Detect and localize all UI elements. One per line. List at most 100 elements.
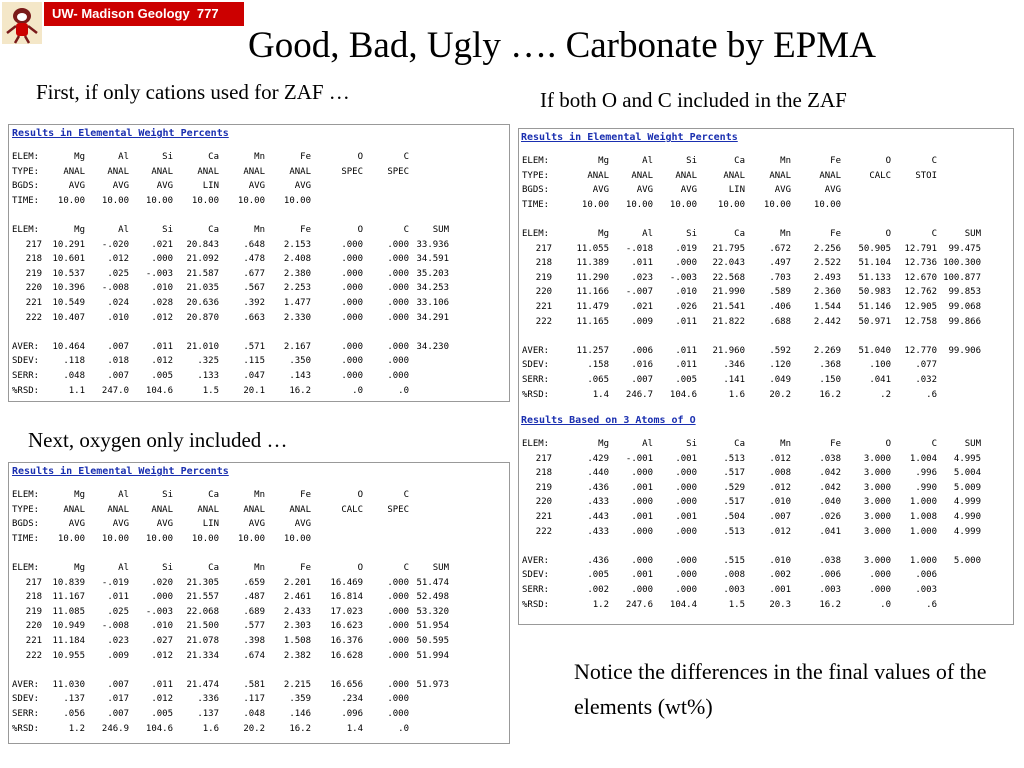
table-cell: TYPE: [522, 170, 550, 181]
table-cell: ANAL [63, 166, 85, 177]
table-cell: 2.493 [813, 272, 841, 283]
table-cell: BGDS: [522, 185, 550, 196]
table-cell: Fe [300, 225, 311, 235]
table-cell: 51.133 [858, 272, 891, 283]
table-cell: .990 [915, 482, 937, 493]
table-cell: ANAL [631, 170, 653, 181]
table-cell: .000 [387, 592, 409, 603]
table-cell: .056 [63, 709, 85, 719]
table-cell: ANAL [819, 170, 841, 181]
results-panel-oxygen-only: Results in Elemental Weight Percents ELEM… [8, 462, 510, 744]
table-cell: .6 [926, 599, 937, 610]
table-cell: ELEM: [12, 490, 40, 500]
table-cell: AVER: [522, 555, 550, 566]
table-cell: 2.167 [283, 341, 311, 352]
table-cell: .663 [243, 312, 265, 323]
table-cell: 10.00 [717, 199, 745, 210]
table-cell: .000 [341, 312, 363, 323]
table-cell: .011 [675, 316, 697, 327]
table-cell: AVG [156, 181, 173, 192]
table-cell: AVG [112, 519, 129, 530]
table-cell: .143 [289, 371, 311, 381]
table-cell: 16.376 [330, 636, 363, 646]
table-cell: 11.290 [576, 272, 609, 283]
table-cell: 99.475 [948, 243, 981, 254]
table-cell: 100.877 [943, 272, 981, 283]
table-cell: 221 [535, 512, 553, 522]
table-cell: .433 [587, 497, 609, 508]
table-cell: 16.2 [819, 389, 841, 400]
table-cell: .000 [675, 258, 697, 269]
table-cell: 247.6 [625, 599, 653, 610]
table-cell: Si [162, 563, 173, 573]
table-cell: .000 [341, 268, 363, 279]
table-cell: .000 [387, 341, 409, 352]
table-cell: 3.000 [863, 555, 891, 566]
table-cell: .688 [769, 316, 791, 327]
table-cell: 99.906 [948, 345, 981, 356]
table-cell: .016 [631, 360, 653, 371]
table-cell: 21.035 [186, 283, 219, 294]
table-cell: .513 [723, 526, 745, 537]
table-cell: 51.040 [858, 345, 891, 356]
table-cell: Mn [780, 156, 791, 166]
table-cell: .012 [151, 694, 173, 705]
table-cell: .589 [769, 287, 791, 298]
table-cell: 11.257 [576, 345, 609, 356]
table-cell: .021 [151, 239, 173, 250]
table-cell: 50.971 [858, 316, 891, 327]
table-cell: .007 [107, 679, 129, 690]
table-cell: .000 [631, 585, 653, 595]
table-cell: 4.999 [953, 526, 981, 537]
table-cell: .065 [587, 375, 609, 385]
table-cell: Al [118, 490, 129, 500]
course-badge: UW- Madison Geology 777 [44, 2, 244, 26]
table-cell: .001 [675, 512, 697, 522]
table-cell: 51.474 [416, 577, 449, 588]
table-cell: .020 [151, 577, 173, 588]
table-cell: .019 [675, 243, 697, 254]
table-cell: .000 [387, 606, 409, 617]
table-cell: Al [118, 563, 129, 573]
caption-cations-only: First, if only cations used for ZAF … [36, 80, 350, 104]
table-cell: Mg [598, 439, 609, 449]
table-cell: .440 [587, 468, 609, 479]
table-cell: LIN [202, 181, 219, 192]
table-cell: 16.2 [289, 385, 311, 396]
table-cell: SDEV: [12, 694, 40, 705]
table-cell: .0 [880, 599, 891, 610]
table-cell: .011 [107, 592, 129, 603]
table-cell: 104.6 [145, 723, 173, 734]
table-cell: 34.253 [416, 283, 449, 294]
table-cell: .048 [243, 709, 265, 719]
table-cell: 4.990 [953, 512, 981, 522]
table-cell: .010 [675, 287, 697, 298]
table-cell: 219 [25, 268, 43, 279]
table-cell: BGDS: [12, 519, 40, 530]
table-cell: .007 [631, 375, 653, 385]
table-cell: 50.983 [858, 287, 891, 298]
table-cell: Al [642, 229, 653, 239]
table-cell: .048 [63, 371, 85, 381]
table-cell: .674 [243, 650, 265, 661]
table-cell: 2.201 [283, 577, 311, 588]
table-cell: .096 [341, 709, 363, 719]
table-cell: AVG [592, 185, 609, 196]
table-cell: .100 [869, 360, 891, 371]
table-cell: Si [686, 156, 697, 166]
table-cell: 222 [535, 316, 553, 327]
table-cell: 10.00 [145, 533, 173, 544]
table-cell: SERR: [12, 371, 40, 381]
table-cell: .012 [151, 312, 173, 323]
table-cell: Mn [780, 229, 791, 239]
table-cell: 11.167 [52, 592, 85, 603]
table-cell: Mn [254, 152, 265, 162]
table-cell: .515 [723, 555, 745, 566]
table-cell: .436 [587, 482, 609, 493]
table-cell: .028 [151, 298, 173, 308]
table-cell: .158 [587, 360, 609, 371]
table-cell: .577 [243, 621, 265, 632]
table-cell: .672 [769, 243, 791, 254]
table-cell: 12.770 [904, 345, 937, 356]
table-cell: STOI [915, 170, 937, 181]
